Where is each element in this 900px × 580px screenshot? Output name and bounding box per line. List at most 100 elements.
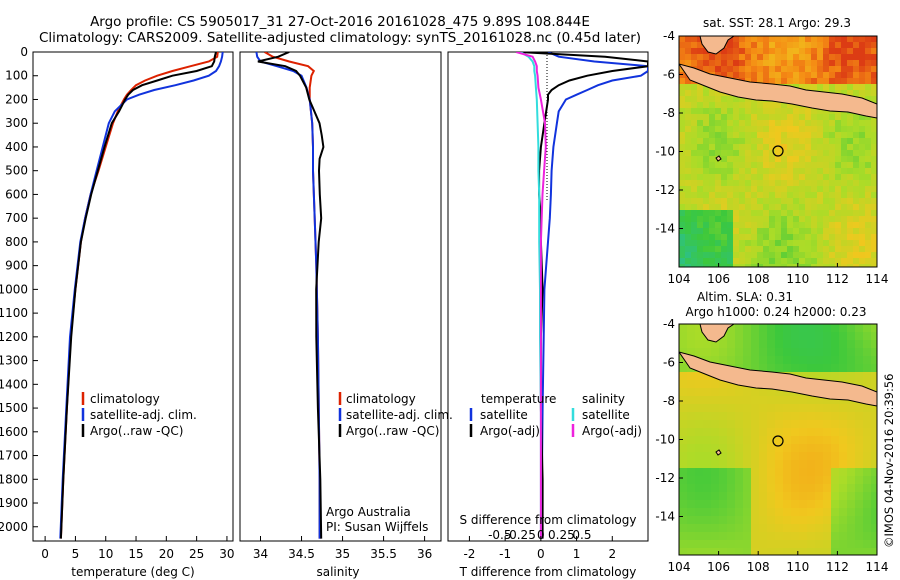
map-x-tick: 110 bbox=[786, 272, 809, 286]
depth-tick-label: 1800 bbox=[0, 472, 28, 486]
x-tick-label: 1 bbox=[573, 547, 581, 561]
s-tick-label: 0.5 bbox=[572, 528, 591, 542]
temperature-x-ticks: 0 5 10 15 20 25 30 bbox=[41, 536, 235, 561]
s-tick-label: -0.5 bbox=[488, 528, 511, 542]
map-y-tick: -10 bbox=[655, 145, 675, 159]
map-y-tick: -6 bbox=[663, 68, 675, 82]
legend-satellite-adj: satellite-adj. clim. bbox=[90, 408, 197, 422]
salinity-lines bbox=[255, 52, 325, 539]
x-tick-label: 30 bbox=[219, 547, 234, 561]
legend-climatology: climatology bbox=[346, 392, 416, 406]
map-x-tick: 106 bbox=[707, 272, 730, 286]
s-difference-ticks: -0.5-0.25 0 0.250.5 bbox=[488, 528, 591, 542]
legend-temperature: temperature bbox=[481, 392, 556, 406]
sla-map: Altim. SLA: 0.31 Argo h1000: 0.24 h2000:… bbox=[655, 290, 888, 574]
legend-sal-argo: Argo(-adj) bbox=[582, 424, 642, 438]
depth-tick-label: 800 bbox=[5, 235, 28, 249]
x-tick-label: 35.5 bbox=[370, 547, 397, 561]
map-x-tick: 104 bbox=[668, 560, 691, 574]
map-y-tick: -10 bbox=[655, 433, 675, 447]
sst-map: sat. SST: 28.1 Argo: 29.3 104 106 108 110 11… bbox=[655, 16, 888, 286]
s-tick-label: 0 bbox=[537, 528, 545, 542]
s-difference-label: S difference from climatology bbox=[460, 513, 637, 527]
depth-tick-label: 100 bbox=[5, 69, 28, 83]
annotation-pi: PI: Susan Wijffels bbox=[326, 520, 428, 534]
salinity-x-label: salinity bbox=[316, 565, 359, 579]
map-x-tick: 104 bbox=[668, 272, 691, 286]
salinity-plot-frame bbox=[239, 51, 442, 542]
difference-x-label: T difference from climatology bbox=[459, 565, 637, 579]
map-x-tick: 108 bbox=[747, 272, 770, 286]
x-tick-label: 2 bbox=[608, 547, 616, 561]
legend-climatology: climatology bbox=[90, 392, 160, 406]
x-tick-label: 35 bbox=[335, 547, 350, 561]
s-tick-label: -0.25 bbox=[505, 528, 536, 542]
map-x-tick: 108 bbox=[747, 560, 770, 574]
depth-tick-label: 1000 bbox=[0, 282, 28, 296]
legend-sal-satellite: satellite bbox=[582, 408, 630, 422]
sla-map-subtitle: Argo h1000: 0.24 h2000: 0.23 bbox=[686, 305, 867, 319]
header-line-2: Climatology: CARS2009. Satellite-adjuste… bbox=[39, 30, 641, 46]
depth-tick-label: 1500 bbox=[0, 401, 28, 415]
temperature-plot-frame bbox=[32, 51, 234, 542]
argo-position-marker bbox=[772, 145, 784, 157]
depth-tick-label: 1900 bbox=[0, 496, 28, 510]
sst-heatmap-cells bbox=[679, 36, 877, 267]
x-tick-label: 20 bbox=[159, 547, 174, 561]
depth-tick-label: 1600 bbox=[0, 425, 28, 439]
java-island bbox=[679, 63, 877, 119]
map-y-tick: -12 bbox=[655, 183, 675, 197]
map-y-tick: -4 bbox=[663, 29, 675, 43]
salinity-x-ticks: 34 34.5 35 35.5 36 bbox=[253, 536, 432, 561]
difference-lines bbox=[515, 52, 648, 539]
x-tick-label: 36 bbox=[417, 547, 432, 561]
borneo-coast bbox=[679, 324, 735, 343]
depth-tick-label: 0 bbox=[20, 45, 28, 59]
series-line-argo-raw-qc- bbox=[59, 52, 217, 539]
java-island bbox=[679, 351, 877, 407]
x-tick-label: 25 bbox=[189, 547, 204, 561]
depth-tick-label: 1300 bbox=[0, 354, 28, 368]
depth-tick-label: 1700 bbox=[0, 449, 28, 463]
sst-map-title: sat. SST: 28.1 Argo: 29.3 bbox=[703, 16, 851, 30]
sla-map-title: Altim. SLA: 0.31 bbox=[697, 290, 793, 304]
x-tick-label: 34 bbox=[253, 547, 268, 561]
depth-tick-label: 1100 bbox=[0, 306, 28, 320]
map-y-tick: -4 bbox=[663, 317, 675, 331]
x-tick-label: 15 bbox=[128, 547, 143, 561]
depth-tick-label: 1400 bbox=[0, 377, 28, 391]
legend-temp-argo: Argo(-adj) bbox=[480, 424, 540, 438]
temperature-x-label: temperature (deg C) bbox=[71, 565, 194, 579]
legend-argo-raw: Argo(..raw -QC) bbox=[346, 424, 439, 438]
map-x-tick: 110 bbox=[786, 560, 809, 574]
depth-tick-label: 400 bbox=[5, 140, 28, 154]
difference-panel: -2 -1 0 1 2 -0.5-0.25 0 0.250.5 S difference f… bbox=[447, 51, 649, 579]
legend-satellite-adj: satellite-adj. clim. bbox=[346, 408, 453, 422]
x-tick-label: -2 bbox=[463, 547, 475, 561]
temperature-legend: climatology satellite-adj. clim. Argo(..… bbox=[81, 392, 197, 438]
sst-land bbox=[679, 36, 877, 162]
salinity-panel: 34 34.5 35 35.5 36 salinity climatology sate… bbox=[239, 51, 453, 579]
depth-tick-label: 500 bbox=[5, 164, 28, 178]
diff-line-temperature-satellite bbox=[540, 52, 648, 539]
map-y-tick: -12 bbox=[655, 471, 675, 485]
map-y-tick: -8 bbox=[663, 106, 675, 120]
map-y-tick: -8 bbox=[663, 394, 675, 408]
x-tick-label: 0 bbox=[41, 547, 49, 561]
sla-land bbox=[679, 324, 877, 456]
argo-position-marker bbox=[772, 435, 784, 447]
map-x-tick: 114 bbox=[866, 560, 889, 574]
borneo-coast bbox=[679, 36, 735, 55]
depth-tick-label: 300 bbox=[5, 116, 28, 130]
map-x-tick: 114 bbox=[866, 272, 889, 286]
map-y-tick: -6 bbox=[663, 356, 675, 370]
christmas-island bbox=[715, 155, 722, 162]
depth-tick-label: 700 bbox=[5, 211, 28, 225]
series-line-satellite-adj-clim- bbox=[255, 52, 321, 539]
depth-tick-label: 900 bbox=[5, 259, 28, 273]
s-tick-label: 0.25 bbox=[548, 528, 575, 542]
difference-plot-frame bbox=[447, 51, 649, 542]
annotation-argo-australia: Argo Australia bbox=[326, 505, 411, 519]
x-tick-label: 0 bbox=[537, 547, 545, 561]
